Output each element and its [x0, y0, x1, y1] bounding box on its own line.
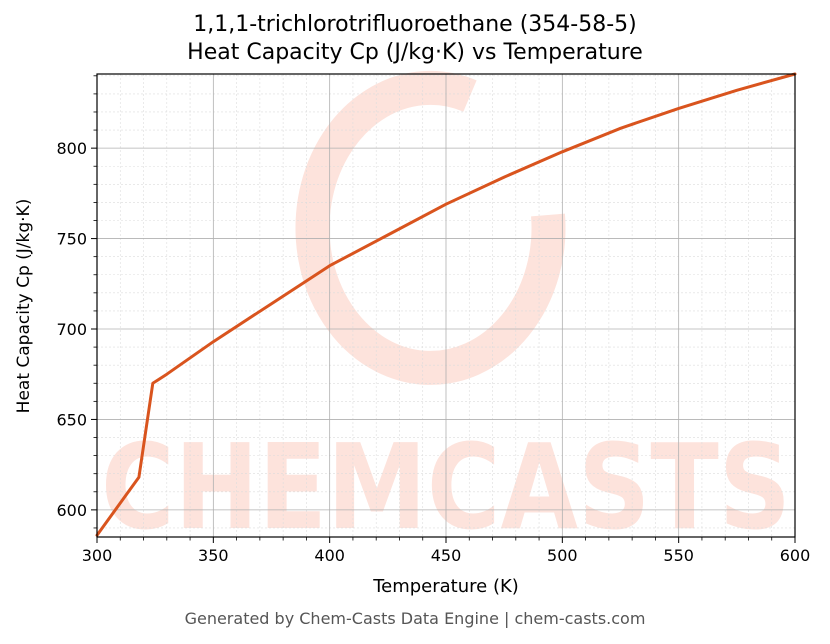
- y-tick-label: 800: [56, 139, 87, 158]
- x-tick-label: 300: [82, 546, 113, 565]
- x-tick-label: 350: [198, 546, 229, 565]
- y-axis-label: Heat Capacity Cp (J/kg·K): [14, 198, 34, 414]
- x-tick-label: 500: [547, 546, 578, 565]
- footer-credit: Generated by Chem-Casts Data Engine | ch…: [184, 609, 646, 628]
- chart-subtitle: Heat Capacity Cp (J/kg·K) vs Temperature: [187, 40, 643, 65]
- x-axis-label: Temperature (K): [373, 576, 519, 597]
- y-tick-label: 700: [56, 320, 87, 339]
- x-tick-label: 600: [780, 546, 811, 565]
- x-tick-label: 400: [314, 546, 345, 565]
- chart-title: 1,1,1-trichlorotrifluoroethane (354-58-5…: [193, 12, 637, 37]
- y-tick-label: 600: [56, 501, 87, 520]
- y-tick-label: 750: [56, 230, 87, 249]
- y-tick-label: 650: [56, 410, 87, 429]
- x-tick-label: 450: [431, 546, 462, 565]
- series-line: [95, 72, 797, 537]
- x-tick-label: 550: [663, 546, 694, 565]
- watermark-logo-icon: [295, 70, 566, 385]
